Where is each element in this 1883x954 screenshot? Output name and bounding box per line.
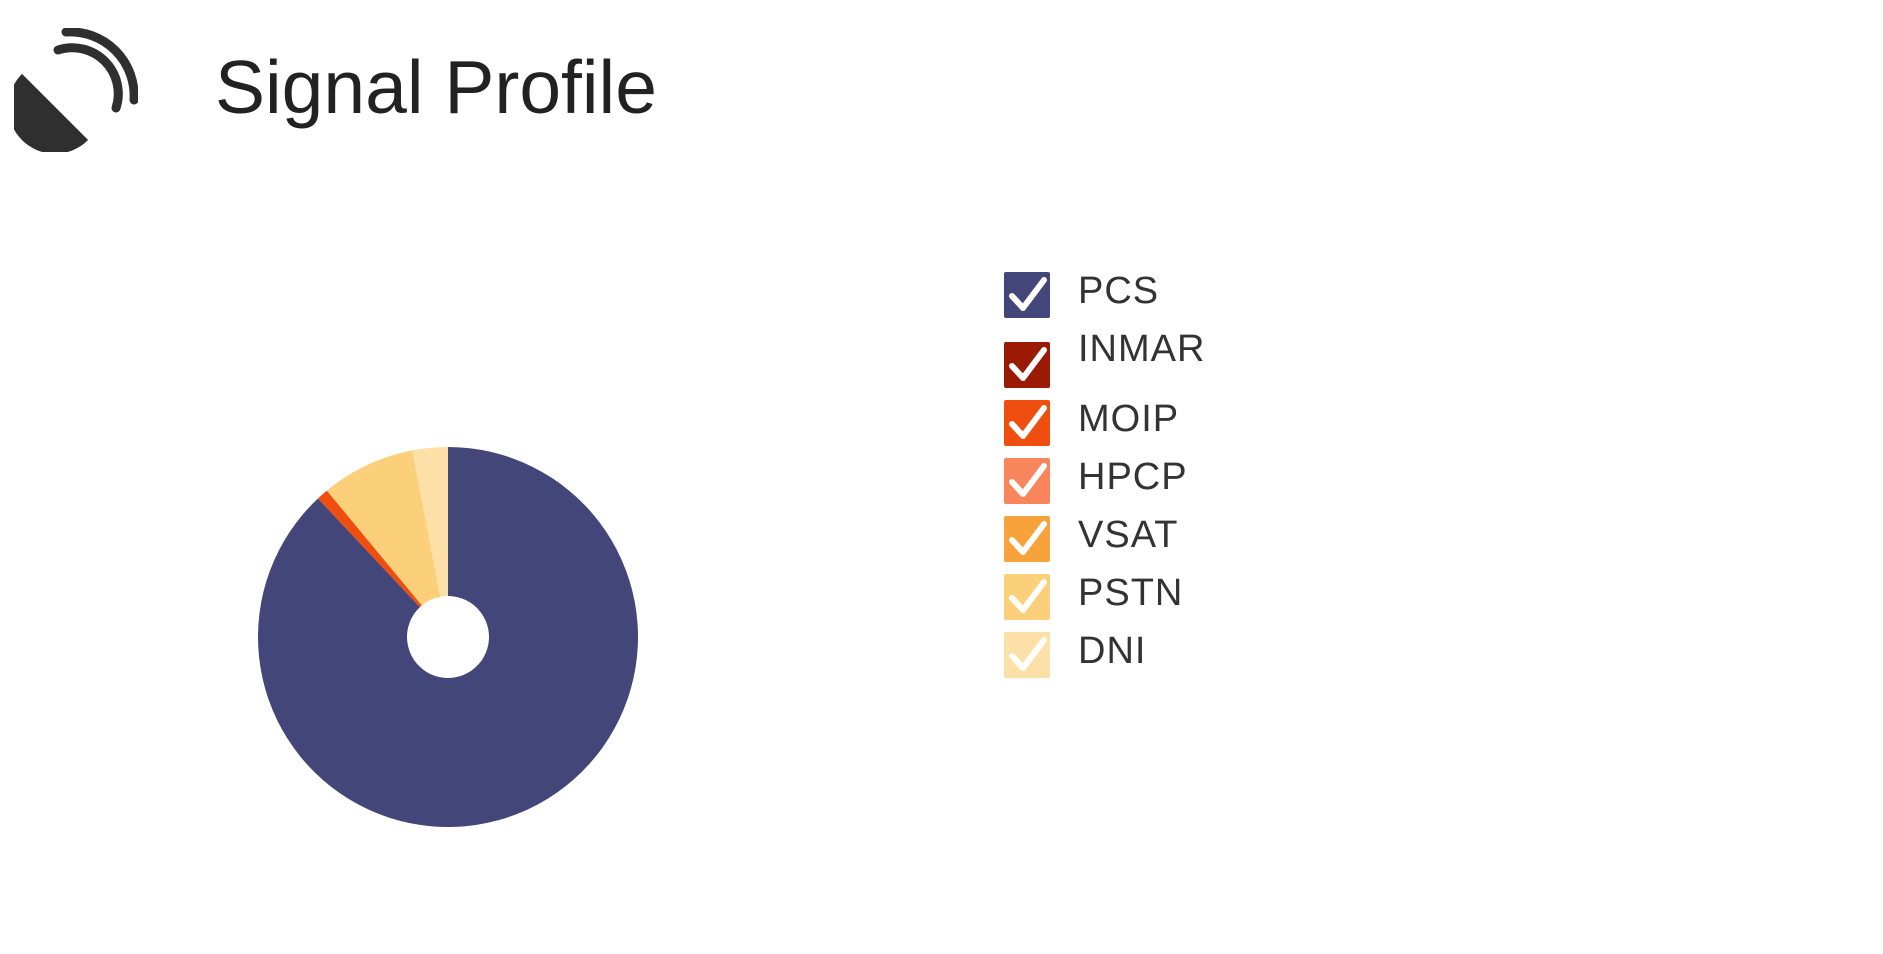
- legend-checkbox-moip[interactable]: [1004, 400, 1050, 446]
- check-icon: [1009, 277, 1047, 311]
- check-icon: [1009, 405, 1047, 439]
- legend-item-moip[interactable]: MOIP: [1004, 396, 1264, 454]
- legend-label: MOIP: [1078, 398, 1180, 440]
- legend-label: INMAR: [1078, 328, 1206, 370]
- check-icon: [1009, 637, 1047, 671]
- page-title: Signal Profile: [215, 45, 657, 129]
- pie-slice-moip[interactable]: [317, 490, 422, 608]
- legend-label: VSAT: [1078, 514, 1179, 556]
- legend-label: PSTN: [1078, 572, 1184, 614]
- legend-item-dni[interactable]: DNI: [1004, 628, 1264, 686]
- legend-item-pcs[interactable]: PCS: [1004, 268, 1264, 326]
- legend-checkbox-dni[interactable]: [1004, 632, 1050, 678]
- check-icon: [1009, 347, 1047, 381]
- legend-checkbox-inmar[interactable]: [1004, 342, 1050, 388]
- legend-label: HPCP: [1078, 456, 1188, 498]
- satellite-dish-icon: [14, 28, 138, 152]
- pie-slice-dni[interactable]: [412, 447, 448, 597]
- legend-checkbox-pcs[interactable]: [1004, 272, 1050, 318]
- pie-slice-pstn[interactable]: [326, 450, 441, 606]
- legend-label: DNI: [1078, 630, 1147, 672]
- legend-item-vsat[interactable]: VSAT: [1004, 512, 1264, 570]
- legend-checkbox-pstn[interactable]: [1004, 574, 1050, 620]
- page-header: Signal Profile: [14, 28, 657, 152]
- legend-checkbox-vsat[interactable]: [1004, 516, 1050, 562]
- check-icon: [1009, 521, 1047, 555]
- legend-item-inmar[interactable]: INMAR: [1004, 326, 1264, 396]
- chart-legend: PCS INMAR MOIP HPCP VSAT PSTN DNI: [1004, 268, 1264, 686]
- pie-slice-pcs[interactable]: [258, 447, 638, 827]
- check-icon: [1009, 463, 1047, 497]
- check-icon: [1009, 579, 1047, 613]
- legend-item-pstn[interactable]: PSTN: [1004, 570, 1264, 628]
- legend-label: PCS: [1078, 270, 1160, 312]
- legend-checkbox-hpcp[interactable]: [1004, 458, 1050, 504]
- legend-item-hpcp[interactable]: HPCP: [1004, 454, 1264, 512]
